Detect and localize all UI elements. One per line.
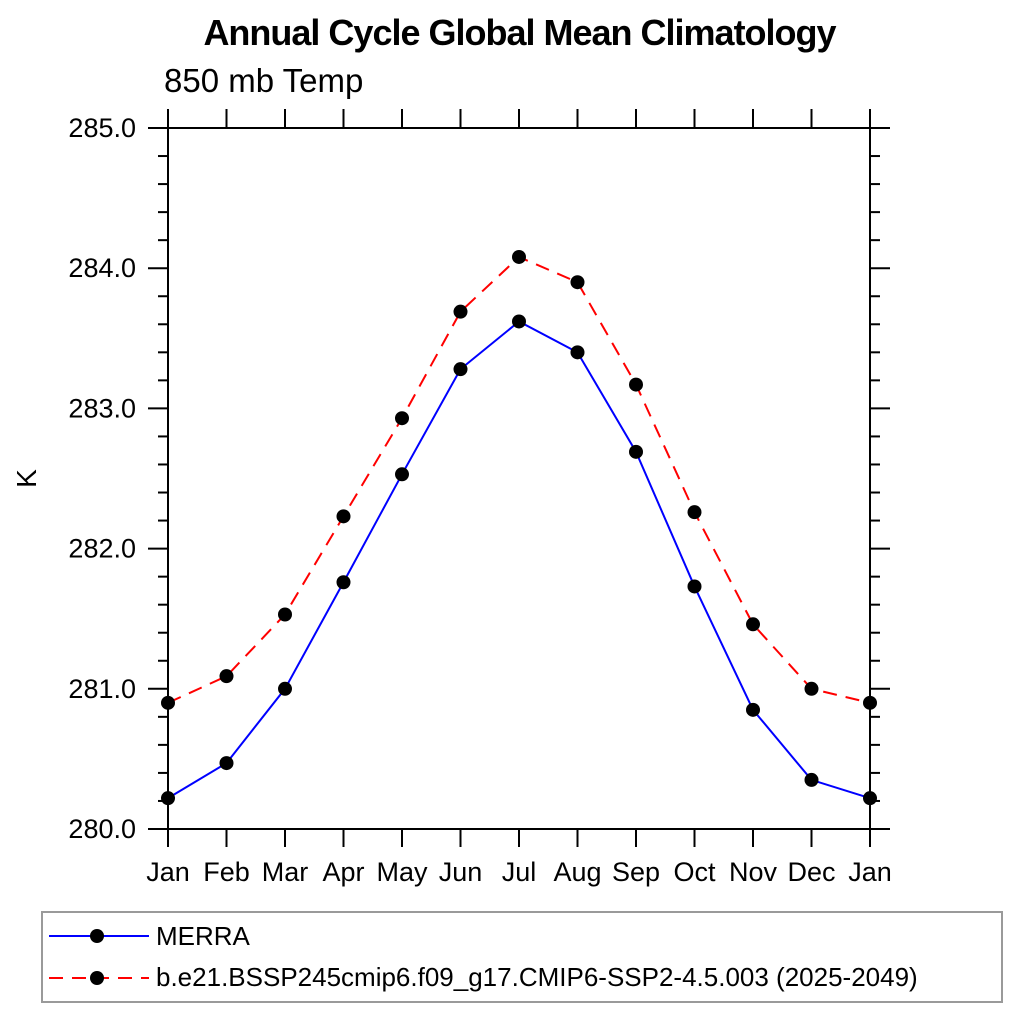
svg-text:Mar: Mar	[262, 857, 309, 887]
model-line-sample-icon	[49, 970, 149, 985]
svg-text:Aug: Aug	[553, 857, 601, 887]
legend-label-model: b.e21.BSSP245cmip6.f09_g17.CMIP6-SSP2-4.…	[156, 962, 918, 993]
svg-text:282.0: 282.0	[68, 534, 136, 564]
svg-text:May: May	[376, 857, 428, 887]
svg-text:Jun: Jun	[439, 857, 483, 887]
legend-entry-model: b.e21.BSSP245cmip6.f09_g17.CMIP6-SSP2-4.…	[49, 960, 1001, 996]
svg-text:Jan: Jan	[848, 857, 892, 887]
svg-text:Jan: Jan	[146, 857, 190, 887]
svg-text:Oct: Oct	[673, 857, 716, 887]
chart-title: Annual Cycle Global Mean Climatology	[203, 12, 836, 53]
svg-text:283.0: 283.0	[68, 393, 136, 423]
svg-text:Feb: Feb	[203, 857, 250, 887]
svg-text:K: K	[11, 469, 42, 488]
merra-line-sample-icon	[49, 929, 149, 944]
legend: MERRA b.e21.BSSP245cmip6.f09_g17.CMIP6-S…	[41, 911, 1003, 1003]
svg-text:284.0: 284.0	[68, 253, 136, 283]
svg-text:281.0: 281.0	[68, 674, 136, 704]
chart-subtitle: 850 mb Temp	[164, 62, 364, 99]
svg-text:Dec: Dec	[787, 857, 835, 887]
legend-label-merra: MERRA	[156, 920, 250, 951]
svg-text:285.0: 285.0	[68, 113, 136, 143]
svg-text:Sep: Sep	[612, 857, 660, 887]
legend-entry-merra: MERRA	[49, 918, 1001, 954]
svg-text:Apr: Apr	[322, 857, 364, 887]
svg-text:Jul: Jul	[502, 857, 537, 887]
svg-text:280.0: 280.0	[68, 814, 136, 844]
svg-text:Nov: Nov	[729, 857, 778, 887]
